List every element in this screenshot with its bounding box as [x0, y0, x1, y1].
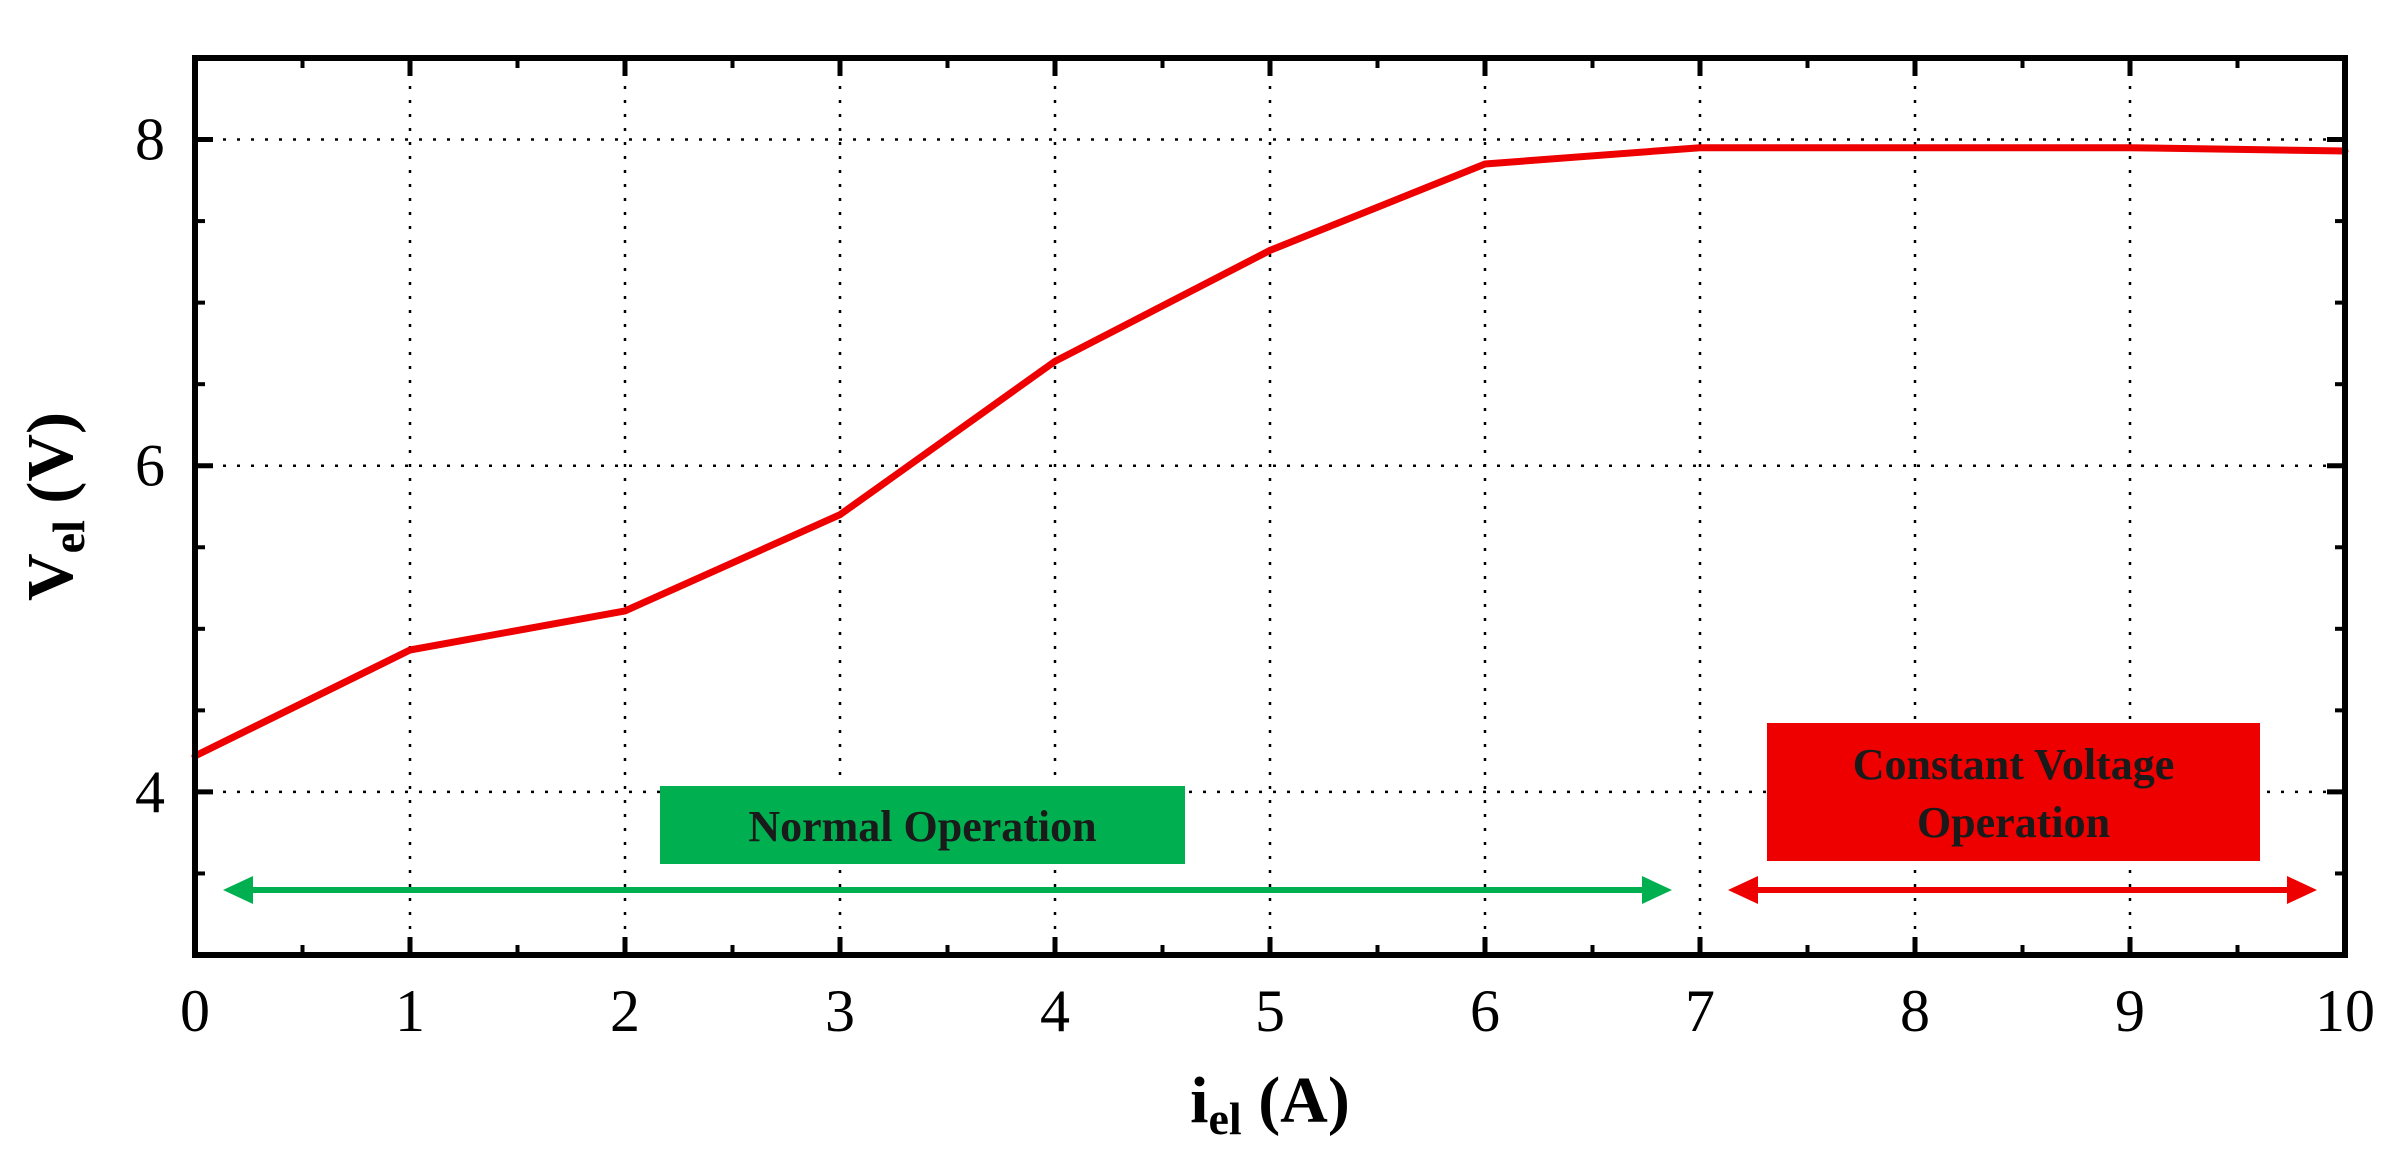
region-arrow-head-left: [1728, 876, 1758, 904]
y-tick-label: 6: [135, 433, 165, 499]
x-axis-title-unit: (A): [1242, 1064, 1350, 1137]
region-label-text: Constant Voltage: [1853, 740, 2175, 789]
region-arrow-head-right: [1642, 876, 1672, 904]
x-tick-label: 6: [1470, 978, 1500, 1044]
grid-layer: [195, 58, 2345, 955]
x-tick-label: 3: [825, 978, 855, 1044]
y-axis-title-main: V: [14, 553, 87, 601]
x-tick-label: 9: [2115, 978, 2145, 1044]
region-label-box: [660, 786, 1185, 864]
y-tick-label: 4: [135, 759, 165, 825]
y-tick-label: 8: [135, 107, 165, 173]
region-arrow-head-right: [2287, 876, 2317, 904]
x-tick-label: 0: [180, 978, 210, 1044]
region-label-text: Operation: [1917, 798, 2110, 847]
x-axis-title-main: i: [1190, 1064, 1208, 1137]
x-tick-label: 5: [1255, 978, 1285, 1044]
y-axis-title: Vel (V): [14, 412, 94, 601]
x-tick-label: 8: [1900, 978, 1930, 1044]
y-axis-title-sub: el: [43, 520, 94, 553]
region-label-text: Normal Operation: [748, 802, 1096, 851]
series-layer: [191, 144, 2349, 760]
x-axis-title-sub: el: [1209, 1093, 1242, 1144]
series-line-0: [191, 144, 2349, 760]
tick-label-layer: 0 1 2 3 4 5 6 7 8 9 10 4 6 8: [135, 107, 2375, 1044]
x-tick-label: 4: [1040, 978, 1070, 1044]
region-arrow-head-left: [223, 876, 253, 904]
tick-layer: [192, 56, 2348, 957]
x-tick-label: 7: [1685, 978, 1715, 1044]
x-tick-label: 2: [610, 978, 640, 1044]
x-tick-label: 10: [2315, 978, 2375, 1044]
x-axis-title: iel (A): [1190, 1064, 1350, 1144]
region-label-box: [1767, 723, 2260, 861]
x-tick-label: 1: [395, 978, 425, 1044]
y-axis-title-unit: (V): [14, 412, 87, 520]
region-layer: Normal Operation Constant Voltage Operatio…: [223, 723, 2317, 904]
